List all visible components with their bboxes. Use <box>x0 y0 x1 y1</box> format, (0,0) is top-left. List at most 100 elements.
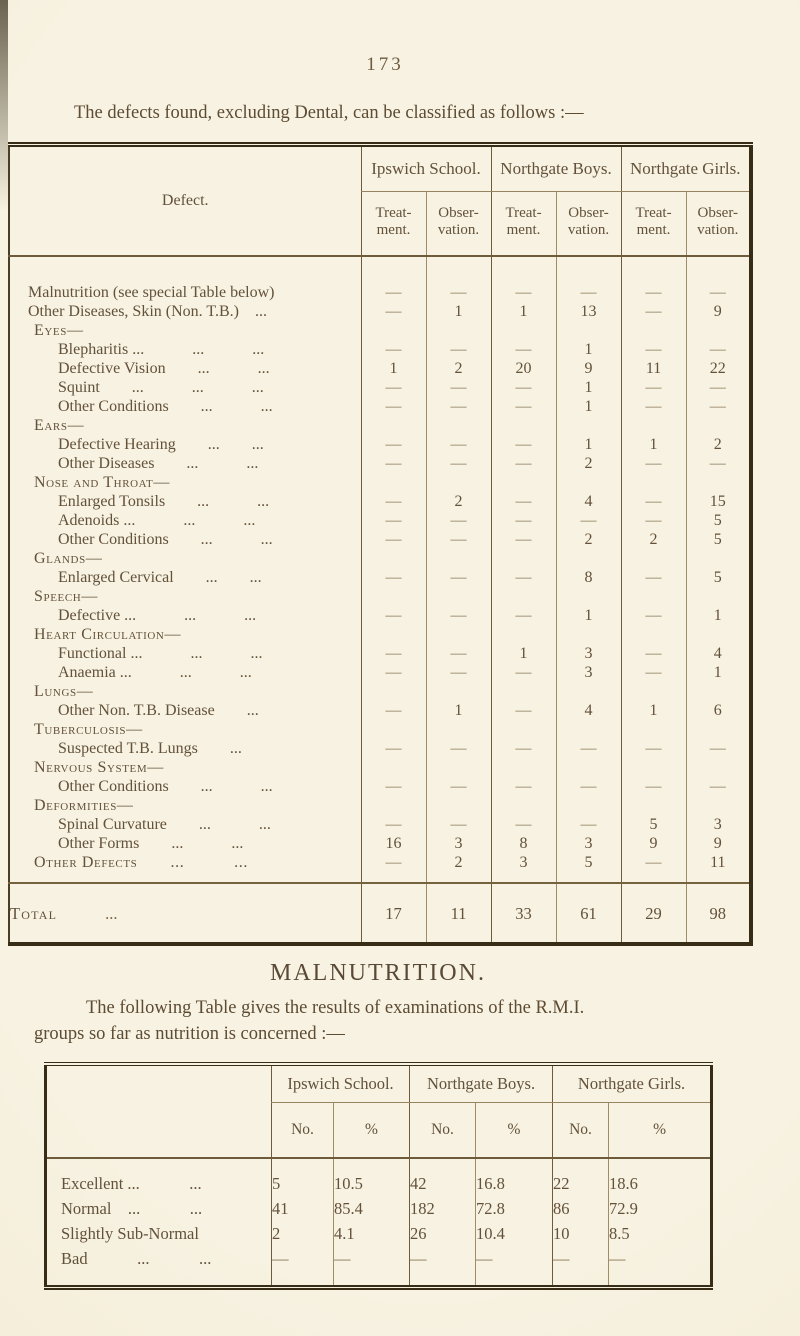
nutrition-table: Ipswich School. Northgate Boys. Northgat… <box>44 1062 714 1290</box>
defect-label: Nervous System— <box>34 759 164 776</box>
defect-row: Other Diseases ... ... — — —2— — <box>9 454 752 473</box>
value-cell <box>490 625 557 644</box>
value-cell: — <box>608 1246 712 1288</box>
value-cell <box>620 416 687 435</box>
value-cell: 18.6 <box>608 1158 712 1196</box>
value-cell: 5 <box>685 568 752 587</box>
value-cell <box>360 587 426 606</box>
value-cell: 15 <box>685 492 752 511</box>
value-cell: — <box>490 739 557 758</box>
value-cell <box>360 321 426 340</box>
defect-row: Heart Circulation— <box>9 625 752 644</box>
value-cell <box>490 796 557 815</box>
value-cell: — <box>490 568 557 587</box>
value-cell: — <box>555 256 622 302</box>
defect-row: Defective ... ... ... — — —1—1 <box>9 606 752 625</box>
value-cell: — <box>425 644 492 663</box>
defect-label: Spinal Curvature ... ... <box>58 816 271 833</box>
defect-row: Enlarged Tonsils ... ... —2—4—15 <box>9 492 752 511</box>
value-cell: — <box>425 397 492 416</box>
nutrition-header-northgate-girls: Northgate Girls. <box>552 1064 712 1103</box>
defect-label: Speech— <box>34 588 98 605</box>
value-cell <box>360 549 426 568</box>
nutrition-table-corner <box>46 1064 272 1158</box>
subheader-number: No. <box>552 1102 609 1158</box>
value-cell: — <box>620 256 687 302</box>
value-cell: — <box>360 397 426 416</box>
value-cell: — <box>552 1246 609 1288</box>
defect-label: Tuberculosis— <box>34 721 143 738</box>
defect-row: Spinal Curvature ... ... — — — —5 3 <box>9 815 752 834</box>
value-cell <box>620 473 687 492</box>
value-cell <box>685 758 752 777</box>
nutrition-grade-label: Normal ... ... <box>61 1199 203 1218</box>
value-cell: — <box>425 530 492 549</box>
value-cell <box>490 720 557 739</box>
defect-row: Ears— <box>9 416 752 435</box>
defect-label: Anaemia ... ... ... <box>58 664 252 681</box>
value-cell: — <box>425 739 492 758</box>
value-cell: — <box>425 340 492 359</box>
value-cell <box>620 796 687 815</box>
value-cell: 41 <box>271 1196 334 1221</box>
defect-label: Other Conditions ... ... <box>58 778 273 795</box>
value-cell: 5 <box>685 511 752 530</box>
value-cell: — <box>490 777 557 796</box>
defect-row: Squint ... ... ... — — —1— — <box>9 378 752 397</box>
defect-row: Other Forms ... ... 16 3 8 3 9 9 <box>9 834 752 853</box>
value-cell: — <box>685 340 752 359</box>
value-cell: — <box>360 340 426 359</box>
value-cell: 2 <box>425 359 492 378</box>
nutrition-row: Bad ... ... — — — — — — <box>46 1246 712 1288</box>
value-cell <box>620 321 687 340</box>
value-cell: — <box>425 606 492 625</box>
value-cell: — <box>555 739 622 758</box>
value-cell: — <box>360 777 426 796</box>
value-cell: 4 <box>555 492 622 511</box>
value-cell: 4.1 <box>332 1221 410 1246</box>
value-cell: — <box>425 256 492 302</box>
defects-table: Defect. Ipswich School. Northgate Boys. … <box>8 142 754 946</box>
value-cell: 26 <box>409 1221 476 1246</box>
total-label-dots: ... <box>105 903 118 923</box>
value-cell: — <box>360 853 426 883</box>
value-cell <box>685 549 752 568</box>
value-cell: — <box>620 777 687 796</box>
value-cell: 22 <box>552 1158 609 1196</box>
value-cell: — <box>475 1246 553 1288</box>
defect-label: Eyes— <box>34 322 84 339</box>
defects-table-header-defect: Defect. <box>161 192 209 209</box>
subheader-percent: % <box>475 1102 553 1158</box>
value-cell: — <box>360 530 426 549</box>
value-cell: — <box>360 663 426 682</box>
page-number: 173 <box>366 54 404 75</box>
nutrition-grade-label: Bad ... ... <box>61 1249 212 1268</box>
value-cell <box>685 625 752 644</box>
value-cell: — <box>360 435 426 454</box>
value-cell: — <box>360 454 426 473</box>
value-cell: — <box>685 256 752 302</box>
value-cell <box>685 720 752 739</box>
value-cell <box>360 796 426 815</box>
value-cell <box>555 625 622 644</box>
value-cell: 29 <box>620 882 687 944</box>
defect-row: Eyes— <box>9 321 752 340</box>
value-cell: — <box>271 1246 334 1288</box>
value-cell <box>360 416 426 435</box>
value-cell: — <box>490 663 557 682</box>
value-cell: 33 <box>490 882 557 944</box>
value-cell: 2 <box>425 853 492 883</box>
value-cell <box>490 587 557 606</box>
value-cell: — <box>490 606 557 625</box>
defect-label: Blepharitis ... ... ... <box>58 341 265 358</box>
subheader-treatment: Treat- ment. <box>490 191 557 256</box>
defect-label: Ears— <box>34 417 85 434</box>
defect-label: Other Forms ... ... <box>58 835 244 852</box>
value-cell: — <box>685 397 752 416</box>
value-cell: — <box>490 815 557 834</box>
value-cell: — <box>555 777 622 796</box>
defect-label: Lungs— <box>34 683 94 700</box>
value-cell <box>555 587 622 606</box>
nutrition-row: Slightly Sub-Normal 2 4.1 26 10.4 10 8.5 <box>46 1221 712 1246</box>
value-cell <box>555 682 622 701</box>
